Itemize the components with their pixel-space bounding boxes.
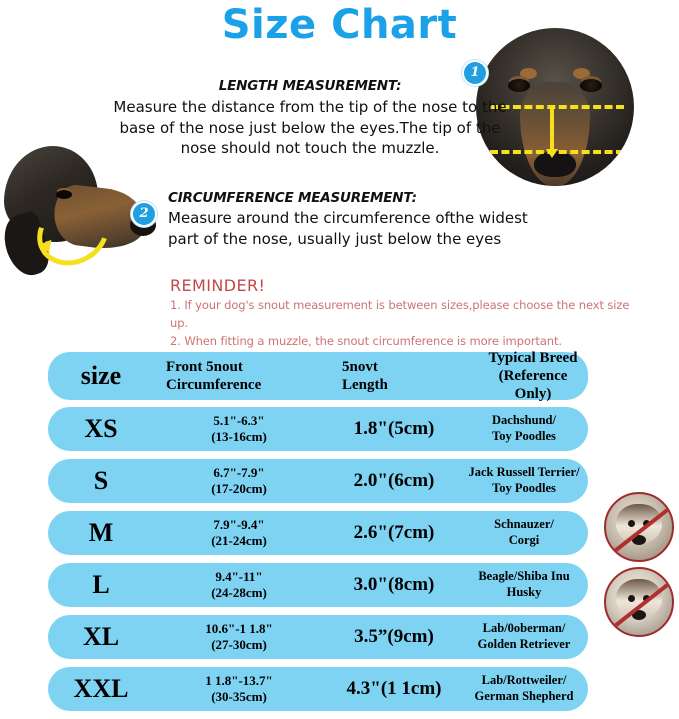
row-size: L bbox=[92, 570, 110, 599]
row-size: XL bbox=[82, 622, 120, 651]
row-breed-line2: Toy Poodles bbox=[492, 429, 556, 443]
header-length-line1: 5novt bbox=[342, 359, 378, 375]
row-circumference-cm: (30-35cm) bbox=[211, 689, 267, 704]
row-circumference-cm: (21-24cm) bbox=[211, 533, 267, 548]
header-circumference: Front 5nout Circumference bbox=[154, 358, 336, 394]
row-circumference: 7.9"-9.4" (21-24cm) bbox=[154, 517, 324, 549]
row-circumference-inches: 6.7"-7.9" bbox=[213, 465, 265, 481]
table-row: S 6.7"-7.9" (17-20cm) 2.0"(6cm) Jack Rus… bbox=[48, 459, 588, 503]
header-size: size bbox=[80, 361, 122, 390]
header-circumference-line2: Circumference bbox=[166, 377, 262, 393]
row-breed-line2: Husky bbox=[506, 585, 542, 599]
row-breed-line1: Beagle/Shiba Inu bbox=[478, 569, 570, 584]
bulldog-not-suitable-photo bbox=[604, 492, 674, 562]
header-breed: Typical Breed (Reference Only) bbox=[482, 349, 588, 403]
row-breed: Beagle/Shiba Inu Husky bbox=[464, 569, 588, 600]
table-header-row: size Front 5nout Circumference 5novt Len… bbox=[48, 349, 588, 403]
dog-eye-left bbox=[508, 78, 530, 92]
eyebrow-marking-right bbox=[573, 67, 590, 79]
length-measurement-block: LENGTH MEASUREMENT: Measure the distance… bbox=[108, 78, 512, 159]
circumference-measurement-block: CIRCUMFERENCE MEASUREMENT: Measure aroun… bbox=[168, 190, 528, 249]
row-size: XXL bbox=[73, 674, 129, 703]
row-breed: Schnauzer/ Corgi bbox=[464, 517, 588, 548]
length-measurement-body: Measure the distance from the tip of the… bbox=[113, 98, 507, 158]
reminder-title: REMINDER! bbox=[170, 276, 266, 295]
step-badge-1: 1 bbox=[464, 62, 486, 84]
length-guide-top-dashed-line bbox=[490, 105, 624, 109]
row-size: S bbox=[93, 466, 109, 495]
row-circumference-inches: 10.6"-1 1.8" bbox=[205, 621, 273, 637]
bulldog-snub-nose bbox=[632, 534, 646, 545]
length-measurement-heading: LENGTH MEASUREMENT: bbox=[218, 78, 402, 94]
header-length-line2: Length bbox=[342, 377, 388, 393]
row-breed: Lab/0oberman/ Golden Retriever bbox=[464, 621, 588, 652]
table-row: XS 5.1"-6.3" (13-16cm) 1.8"(5cm) Dachshu… bbox=[48, 407, 588, 451]
row-circumference-inches: 7.9"-9.4" bbox=[213, 517, 265, 533]
table-row: XXL 1 1.8"-13.7" (30-35cm) 4.3"(1 1cm) L… bbox=[48, 667, 588, 711]
reminder-block: REMINDER! 1. If your dog's snout measure… bbox=[170, 276, 630, 350]
table-row: L 9.4"-11" (24-28cm) 3.0"(8cm) Beagle/Sh… bbox=[48, 563, 588, 607]
row-breed-line1: Schnauzer/ bbox=[494, 517, 554, 532]
row-circumference: 1 1.8"-13.7" (30-35cm) bbox=[154, 673, 324, 705]
row-length: 1.8"(5cm) bbox=[353, 418, 435, 439]
shih-tzu-not-suitable-photo bbox=[604, 567, 674, 637]
row-length: 4.3"(1 1cm) bbox=[346, 678, 442, 699]
row-breed-line2: Corgi bbox=[508, 533, 540, 547]
row-breed: Jack Russell Terrier/ Toy Poodles bbox=[464, 465, 588, 496]
length-measurement-arrow bbox=[546, 106, 558, 158]
doberman-front-face-photo bbox=[476, 28, 634, 186]
row-circumference-inches: 1 1.8"-13.7" bbox=[205, 673, 273, 689]
row-breed: Dachshund/ Toy Poodles bbox=[464, 413, 588, 444]
row-circumference: 10.6"-1 1.8" (27-30cm) bbox=[154, 621, 324, 653]
row-breed-line2: Toy Poodles bbox=[492, 481, 556, 495]
row-circumference-cm: (27-30cm) bbox=[211, 637, 267, 652]
row-breed-line1: Dachshund/ bbox=[492, 413, 556, 428]
circumference-measurement-heading: CIRCUMFERENCE MEASUREMENT: bbox=[168, 190, 417, 206]
row-breed-line1: Lab/Rottweiler/ bbox=[481, 673, 567, 688]
row-length: 3.5”(9cm) bbox=[354, 626, 434, 647]
reminder-line-2: 2. When fitting a muzzle, the snout circ… bbox=[170, 333, 562, 348]
row-circumference: 9.4"-11" (24-28cm) bbox=[154, 569, 324, 601]
table-row: M 7.9"-9.4" (21-24cm) 2.6"(7cm) Schnauze… bbox=[48, 511, 588, 555]
row-breed-line2: Golden Retriever bbox=[477, 637, 571, 651]
header-circumference-line1: Front 5nout bbox=[166, 359, 243, 375]
row-length: 2.0"(6cm) bbox=[353, 470, 435, 491]
row-circumference-cm: (17-20cm) bbox=[211, 481, 267, 496]
table-row: XL 10.6"-1 1.8" (27-30cm) 3.5”(9cm) Lab/… bbox=[48, 615, 588, 659]
row-breed: Lab/Rottweiler/ German Shepherd bbox=[464, 673, 588, 704]
row-breed-line1: Jack Russell Terrier/ bbox=[468, 465, 580, 480]
header-breed-line1: Typical Breed bbox=[488, 350, 578, 366]
dog-eye-profile bbox=[56, 190, 72, 199]
step-badge-2: 2 bbox=[133, 203, 155, 225]
eyebrow-marking-left bbox=[520, 67, 537, 79]
row-circumference-cm: (13-16cm) bbox=[211, 429, 267, 444]
row-size: M bbox=[88, 518, 114, 547]
doberman-side-profile-photo bbox=[0, 136, 156, 286]
page-title: Size Chart bbox=[221, 2, 458, 48]
row-size: XS bbox=[84, 414, 118, 443]
row-length: 3.0"(8cm) bbox=[353, 574, 435, 595]
dog-eye-right bbox=[580, 78, 602, 92]
row-breed-line2: German Shepherd bbox=[474, 689, 574, 703]
row-circumference: 6.7"-7.9" (17-20cm) bbox=[154, 465, 324, 497]
row-length: 2.6"(7cm) bbox=[353, 522, 435, 543]
shih-tzu-snub-nose bbox=[632, 609, 646, 620]
row-circumference-cm: (24-28cm) bbox=[211, 585, 267, 600]
size-table: size Front 5nout Circumference 5novt Len… bbox=[48, 349, 588, 719]
header-length: 5novt Length bbox=[336, 358, 482, 394]
row-breed-line1: Lab/0oberman/ bbox=[482, 621, 566, 636]
circumference-measurement-body: Measure around the circumference ofthe w… bbox=[168, 209, 528, 248]
row-circumference-inches: 9.4"-11" bbox=[215, 569, 263, 585]
reminder-line-1: 1. If your dog's snout measurement is be… bbox=[170, 298, 630, 330]
header-breed-line2: (Reference Only) bbox=[498, 368, 568, 402]
row-circumference-inches: 5.1"-6.3" bbox=[213, 413, 265, 429]
row-circumference: 5.1"-6.3" (13-16cm) bbox=[154, 413, 324, 445]
